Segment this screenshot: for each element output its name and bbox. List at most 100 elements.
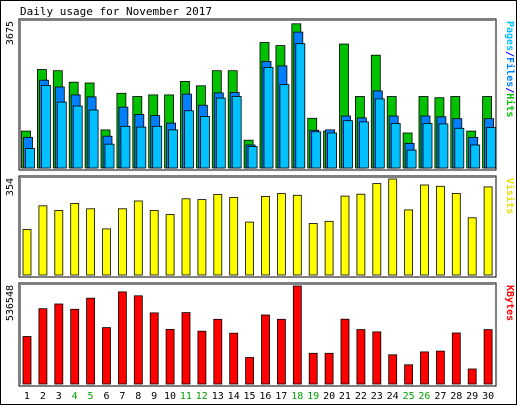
bar-kbytes-day-7 <box>118 291 127 385</box>
x-tick-label-day-16: 16 <box>259 391 271 402</box>
bar-pages-day-11 <box>184 110 194 169</box>
bar-visits-day-29 <box>467 217 477 276</box>
x-tick-label-day-3: 3 <box>56 391 62 402</box>
bar-kbytes-day-28 <box>451 332 461 385</box>
x-tick-label-day-11: 11 <box>180 391 192 402</box>
bar-visits-day-24 <box>388 178 398 276</box>
bar-kbytes-day-15 <box>245 357 255 385</box>
x-tick-label-day-21: 21 <box>339 391 351 402</box>
panel-kbytes: 536548 KBytes <box>5 282 515 387</box>
x-axis-labels: 1 2 3 4 5 6 7 8 9 10 11 12 13 14 15 16 17 18 19 20 21 22 23 24 2… <box>24 391 494 402</box>
bar-pages-day-22 <box>358 121 369 169</box>
bar-pages-day-28 <box>454 127 465 169</box>
x-tick-label-day-27: 27 <box>434 391 446 402</box>
bar-pages-day-9 <box>152 125 163 169</box>
bar-kbytes-day-9 <box>149 312 159 385</box>
bar-kbytes-day-4 <box>70 308 80 385</box>
bar-pages-day-13 <box>215 97 226 169</box>
y-max-label: 3675 <box>5 21 16 45</box>
legend-part: Files <box>504 57 516 87</box>
bar-kbytes-day-10 <box>165 328 175 385</box>
bar-pages-day-29 <box>470 144 481 169</box>
legend-part: Pages <box>504 21 515 51</box>
bar-pages-day-12 <box>199 116 210 169</box>
bar-kbytes-day-17 <box>276 318 286 385</box>
bar-visits-day-22 <box>356 193 366 276</box>
bar-visits-day-30 <box>483 186 493 276</box>
x-tick-label-day-8: 8 <box>135 391 141 402</box>
bar-kbytes-day-18 <box>292 285 302 385</box>
x-tick-label-day-24: 24 <box>387 391 399 402</box>
x-tick-label-day-10: 10 <box>164 391 176 402</box>
bar-kbytes-day-2 <box>38 308 48 385</box>
bar-visits-day-11 <box>181 198 191 276</box>
x-tick-label-day-2: 2 <box>40 391 46 402</box>
x-tick-label-day-23: 23 <box>371 391 383 402</box>
y-max-label: 354 <box>5 178 16 196</box>
bar-kbytes-day-11 <box>181 312 191 385</box>
bar-kbytes-day-6 <box>102 327 111 385</box>
x-tick-label-day-25: 25 <box>403 391 415 402</box>
legend-part: / <box>504 51 515 57</box>
bar-kbytes-day-20 <box>324 352 334 385</box>
bar-kbytes-day-21 <box>340 318 350 385</box>
bar-kbytes-day-12 <box>197 330 207 385</box>
bar-pages-day-6 <box>104 143 115 169</box>
bar-visits-day-5 <box>86 208 95 276</box>
bar-kbytes-day-26 <box>420 351 429 385</box>
bar-pages-day-18 <box>295 43 306 169</box>
bar-visits-day-12 <box>197 199 207 276</box>
x-tick-label-day-20: 20 <box>323 391 335 402</box>
x-tick-label-day-14: 14 <box>228 391 240 402</box>
bar-pages-day-23 <box>374 98 385 169</box>
bar-pages-day-19 <box>311 131 322 169</box>
bar-pages-day-16 <box>263 67 274 169</box>
x-tick-label-day-6: 6 <box>103 391 109 402</box>
legend-part: Visits <box>504 178 516 214</box>
bar-visits-day-23 <box>372 183 382 276</box>
bar-pages-day-21 <box>343 120 353 169</box>
bar-visits-day-7 <box>118 208 127 276</box>
panel-frame <box>18 18 497 171</box>
bar-kbytes-day-16 <box>261 314 270 385</box>
bar-visits-day-6 <box>102 228 111 276</box>
bar-visits-day-21 <box>340 195 350 276</box>
bar-pages-day-14 <box>231 96 242 169</box>
bar-visits-day-4 <box>70 202 80 276</box>
x-tick-label-day-9: 9 <box>151 391 157 402</box>
bar-visits-day-13 <box>213 194 223 276</box>
x-tick-label-day-1: 1 <box>24 391 30 402</box>
panel-frame <box>18 175 497 278</box>
x-tick-label-day-28: 28 <box>450 391 462 402</box>
bar-kbytes-day-27 <box>435 350 445 385</box>
bar-visits-day-18 <box>292 194 302 276</box>
series-legend-label: Visits <box>504 178 516 214</box>
x-tick-label-day-17: 17 <box>275 391 287 402</box>
x-tick-label-day-4: 4 <box>72 391 78 402</box>
bar-kbytes-day-13 <box>213 318 223 385</box>
panel-visits: 354 Visits <box>5 175 516 278</box>
bar-kbytes-day-30 <box>483 329 493 385</box>
bar-kbytes-day-23 <box>372 331 382 385</box>
bar-pages-day-30 <box>486 127 497 169</box>
bar-visits-day-19 <box>308 223 318 276</box>
legend-part: / <box>504 87 515 93</box>
bar-pages-day-10 <box>168 129 179 169</box>
bar-visits-day-10 <box>165 214 175 276</box>
bar-visits-day-26 <box>420 184 429 276</box>
x-tick-label-day-26: 26 <box>418 391 430 402</box>
x-tick-label-day-22: 22 <box>355 391 367 402</box>
y-max-label: 536548 <box>5 285 16 321</box>
bar-pages-day-4 <box>72 105 83 169</box>
bar-visits-day-3 <box>54 210 64 276</box>
bar-pages-day-20 <box>327 132 338 169</box>
bar-kbytes-day-14 <box>229 332 239 385</box>
bar-kbytes-day-24 <box>388 354 398 385</box>
bar-kbytes-day-1 <box>22 336 32 385</box>
bar-visits-day-14 <box>229 196 239 276</box>
series-legend-label: KBytes <box>504 285 515 321</box>
bar-pages-day-7 <box>120 125 131 169</box>
x-tick-label-day-18: 18 <box>291 391 303 402</box>
